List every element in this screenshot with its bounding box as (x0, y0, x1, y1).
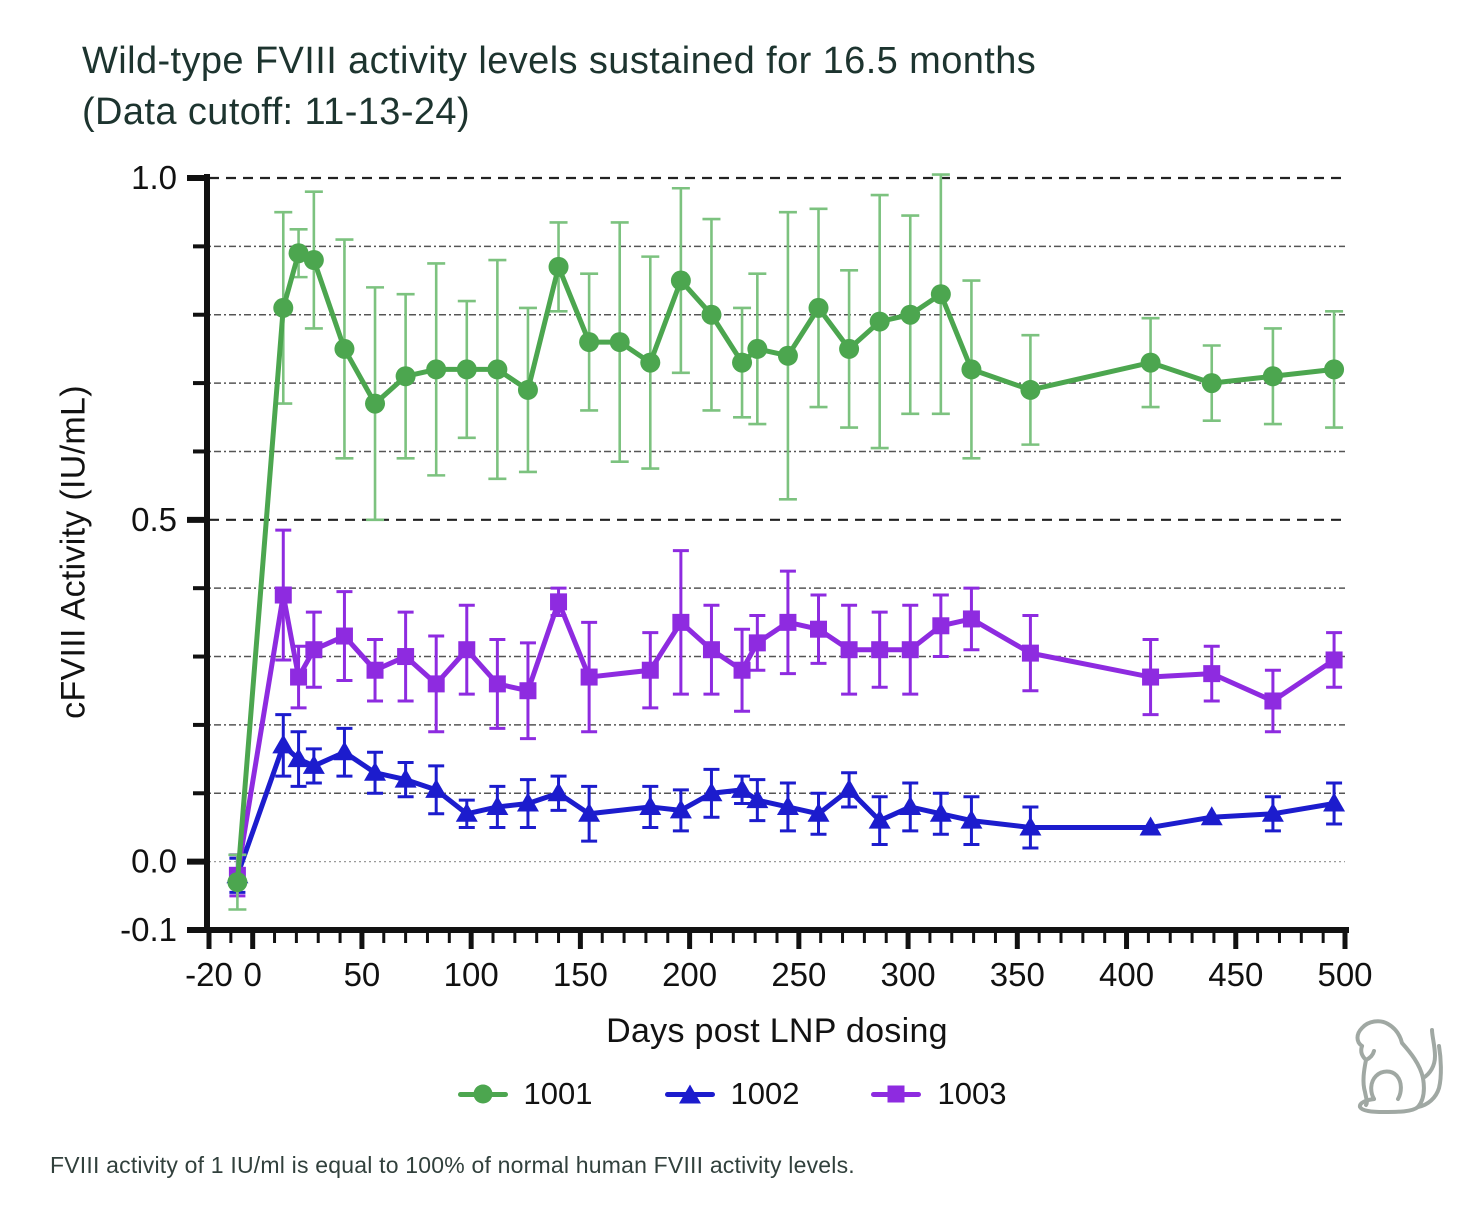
chart-title-line2: (Data cutoff: 11-13-24) (82, 90, 470, 133)
x-axis-ticks: -20 0 50 100 150 200 250 300 350 400 450 500 (185, 933, 1373, 993)
legend-label-1002: 1002 (730, 1076, 800, 1111)
x-tick-label: 450 (1208, 956, 1263, 993)
series-1003 (228, 528, 1343, 898)
x-tick-label: 100 (444, 956, 499, 993)
legend-item-1002: 1002 (664, 1076, 800, 1112)
chart-title-line1: Wild-type FVIII activity levels sustaine… (82, 40, 1037, 82)
x-tick-label: 0 (244, 956, 262, 993)
legend-item-1001: 1001 (457, 1076, 593, 1112)
x-tick-label: 200 (662, 956, 717, 993)
x-tick-label: 500 (1317, 956, 1372, 993)
y-tick-label: 0.5 (131, 501, 177, 538)
monkey-icon (1355, 1019, 1443, 1114)
legend: 1001 1002 1003 (0, 1076, 1464, 1112)
y-tick-label: 1.0 (131, 159, 177, 196)
legend-label-1001: 1001 (523, 1076, 593, 1111)
x-tick-label: 250 (771, 956, 826, 993)
y-axis-ticks: 1.0 0.5 0.0 -0.1 (120, 159, 204, 948)
x-tick-label: 50 (344, 956, 381, 993)
series-1002 (226, 713, 1346, 894)
y-tick-label: -0.1 (120, 911, 177, 948)
x-tick-label: 300 (881, 956, 936, 993)
x-tick-label: 350 (990, 956, 1045, 993)
y-axis-label: cFVIII Activity (IU/mL) (54, 385, 93, 719)
legend-label-1003: 1003 (937, 1076, 1007, 1111)
legend-item-1003: 1003 (871, 1076, 1006, 1112)
x-tick-label: -20 (185, 956, 233, 993)
axes (204, 174, 1349, 933)
x-axis-label: Days post LNP dosing (606, 1012, 948, 1050)
legend-triangle-marker-icon (664, 1082, 715, 1106)
footnote: FVIII activity of 1 IU/ml is equal to 10… (50, 1152, 855, 1178)
x-tick-label: 400 (1099, 956, 1154, 993)
y-tick-label: 0.0 (131, 843, 177, 880)
x-tick-label: 150 (553, 956, 608, 993)
series-1001 (227, 173, 1345, 911)
legend-circle-marker-icon (457, 1082, 508, 1106)
legend-square-marker-icon (871, 1082, 922, 1106)
chart-title: Wild-type FVIII activity levels sustaine… (82, 36, 1036, 138)
